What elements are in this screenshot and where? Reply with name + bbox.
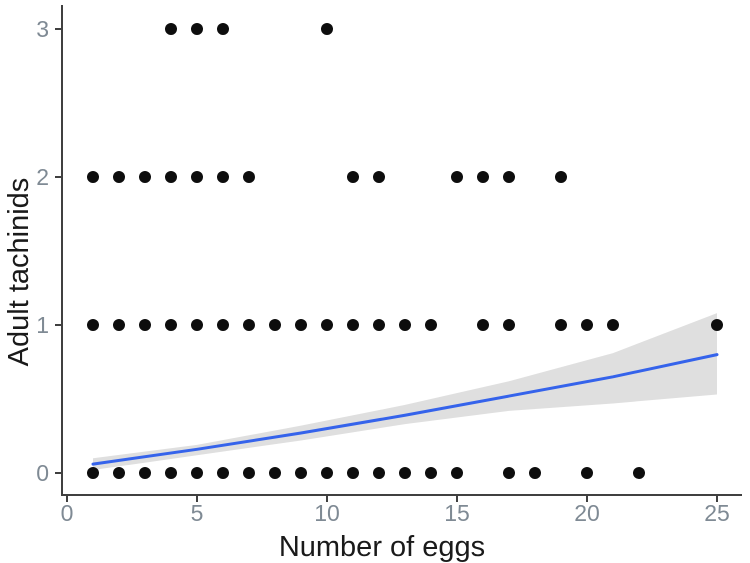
data-point (139, 171, 151, 183)
data-point (373, 319, 385, 331)
regression-line (91, 353, 719, 466)
data-point (347, 171, 359, 183)
x-tick-label: 25 (704, 500, 730, 526)
data-point (165, 23, 177, 35)
data-point (165, 319, 177, 331)
data-point (347, 467, 359, 479)
y-axis-title: Adult tachinids (3, 178, 35, 367)
data-point (243, 319, 255, 331)
data-point (503, 467, 515, 479)
data-point (607, 319, 619, 331)
data-point (139, 319, 151, 331)
data-point (165, 171, 177, 183)
data-point (217, 23, 229, 35)
data-point (269, 319, 281, 331)
data-point (425, 319, 437, 331)
data-point (243, 467, 255, 479)
data-point (87, 319, 99, 331)
data-point (373, 171, 385, 183)
data-point (581, 467, 593, 479)
x-tick-label: 0 (61, 500, 74, 526)
data-point (217, 319, 229, 331)
data-point (87, 467, 99, 479)
data-point (191, 319, 203, 331)
data-point (555, 319, 567, 331)
data-point (555, 171, 567, 183)
data-point (425, 467, 437, 479)
data-point (503, 319, 515, 331)
confidence-band (93, 313, 717, 471)
data-point (477, 171, 489, 183)
data-point (399, 319, 411, 331)
data-point (113, 319, 125, 331)
data-point (139, 467, 151, 479)
data-point (217, 171, 229, 183)
data-point (243, 171, 255, 183)
data-point (113, 171, 125, 183)
data-point (191, 23, 203, 35)
data-point (347, 319, 359, 331)
data-point (321, 23, 333, 35)
data-point (633, 467, 645, 479)
data-point (321, 319, 333, 331)
y-tick-label: 0 (36, 460, 49, 486)
x-tick-label: 10 (314, 500, 340, 526)
data-point (711, 319, 723, 331)
x-tick-label: 20 (574, 500, 600, 526)
data-point (529, 467, 541, 479)
y-tick-label: 3 (36, 16, 49, 42)
data-point (399, 467, 411, 479)
data-point (191, 467, 203, 479)
data-point (113, 467, 125, 479)
data-point (451, 171, 463, 183)
x-axis-title: Number of eggs (279, 531, 485, 563)
data-point (269, 467, 281, 479)
data-point (87, 171, 99, 183)
data-point (373, 467, 385, 479)
data-point (503, 171, 515, 183)
y-tick-label: 2 (36, 164, 49, 190)
data-point (451, 467, 463, 479)
x-tick-label: 5 (191, 500, 204, 526)
data-point (165, 467, 177, 479)
data-point (477, 319, 489, 331)
x-tick-label: 15 (444, 500, 470, 526)
data-point (217, 467, 229, 479)
chart-layers: 0 5 10 15 20 25 0 1 2 3 (36, 5, 742, 526)
data-point (581, 319, 593, 331)
data-point (295, 467, 307, 479)
data-point (295, 319, 307, 331)
y-tick-label: 1 (36, 312, 49, 338)
data-point (191, 171, 203, 183)
data-point (321, 467, 333, 479)
